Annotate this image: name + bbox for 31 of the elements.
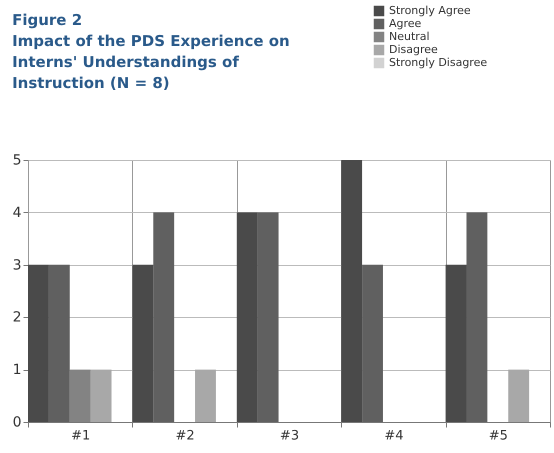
bar [341,160,362,422]
bar [90,370,112,422]
bar [466,212,488,422]
legend-label: Agree [389,17,422,30]
bar [48,264,70,422]
bar [132,264,154,422]
y-tick-label: 3 [12,257,22,274]
bar [258,212,279,422]
legend-label: Strongly Disagree [389,56,488,69]
x-tick-label: #2 [176,428,195,444]
bar [153,212,174,422]
x-tick-label: #4 [384,428,404,444]
legend-label: Neutral [389,30,430,43]
bar [362,264,383,422]
y-tick-label: 4 [12,204,22,221]
x-tick-label: #5 [488,428,508,444]
bar [28,264,49,422]
bar [446,264,466,422]
bar [508,370,530,422]
x-tick-label: #3 [280,428,300,444]
bar [236,212,258,422]
y-tick-label: 0 [12,414,22,430]
legend-label: Strongly Agree [389,4,471,17]
bar [195,370,216,422]
legend-label: Disagree [389,43,438,56]
y-tick-label: 1 [12,362,22,378]
y-tick-label: 5 [12,152,22,168]
chart-title: Figure 2 [12,11,82,29]
y-tick-label: 2 [12,310,22,326]
x-tick-label: #1 [71,428,90,444]
chart-subtitle: Impact of the PDS Experience on Interns' Understandings of Instruction (N = 8) [12,32,290,92]
